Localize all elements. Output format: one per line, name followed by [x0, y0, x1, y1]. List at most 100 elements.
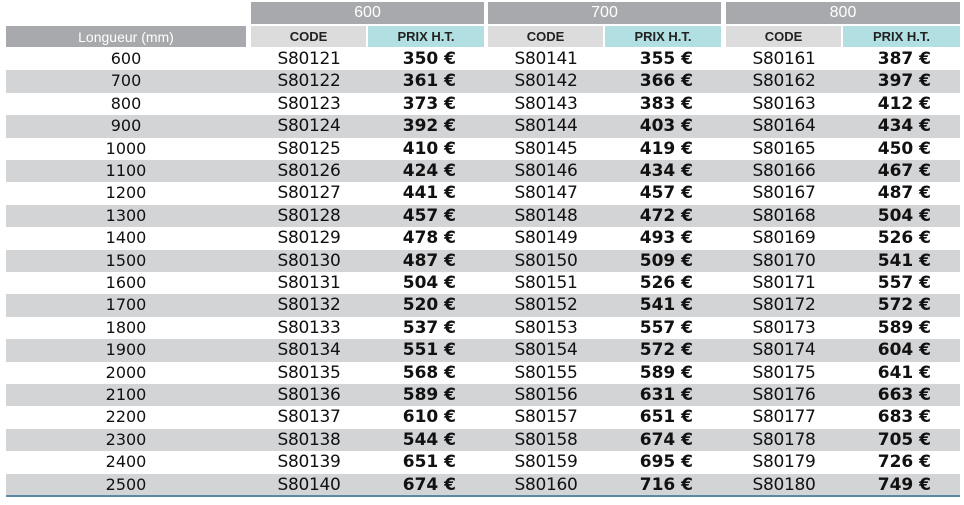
product-code: S80132 — [277, 295, 341, 316]
length-value: 1100 — [105, 161, 147, 180]
product-code: S80165 — [752, 138, 816, 159]
price-value: 541 € — [877, 250, 931, 271]
price-value: 541 € — [639, 295, 693, 316]
product-code: S80176 — [752, 385, 816, 405]
product-code: S80145 — [514, 138, 578, 159]
table-row: 1300 S80128 457 € S80148 472 € S80168 504 € — [6, 204, 960, 228]
table-row: 2500 S80140 674 € S80160 716 € S80180 749 € — [6, 473, 960, 496]
price-value: 651 € — [402, 452, 456, 473]
price-value: 487 € — [402, 250, 456, 271]
table-row: 700 S80122 361 € S80142 366 € S80162 397 € — [6, 70, 960, 93]
price-value: 478 € — [402, 228, 456, 249]
table-row: 2000 S80135 568 € S80155 589 € S80175 641 € — [6, 362, 960, 384]
table-row: 1100 S80126 424 € S80146 434 € S80166 467 € — [6, 160, 960, 183]
product-code: S80139 — [277, 452, 341, 473]
product-code: S80160 — [514, 474, 578, 495]
product-code: S80177 — [752, 407, 816, 428]
price-value: 526 € — [877, 228, 931, 249]
product-code: S80179 — [752, 452, 816, 473]
price-value: 434 € — [639, 161, 693, 181]
price-column-header: PRIX H.T. — [843, 26, 960, 47]
price-value: 457 € — [639, 183, 693, 204]
length-column-header: Longueur (mm) — [6, 26, 246, 47]
product-code: S80163 — [752, 93, 816, 114]
product-code: S80136 — [277, 385, 341, 405]
product-code: S80153 — [514, 317, 578, 338]
product-code: S80131 — [277, 273, 341, 293]
price-value: 361 € — [402, 71, 456, 92]
price-value: 520 € — [402, 295, 456, 316]
product-code: S80128 — [277, 205, 341, 226]
length-value: 900 — [110, 116, 142, 136]
price-value: 674 € — [639, 429, 693, 450]
price-value: 589 € — [402, 385, 456, 405]
product-code: S80149 — [514, 228, 578, 249]
length-value: 1200 — [105, 183, 147, 203]
length-value: 2000 — [105, 362, 147, 382]
table-row: 1700 S80132 520 € S80152 541 € S80172 572 € — [6, 294, 960, 317]
product-code: S80124 — [277, 116, 341, 137]
table-row: 2200 S80137 610 € S80157 651 € S80177 683 € — [6, 406, 960, 428]
price-value: 544 € — [402, 429, 456, 450]
price-value: 472 € — [639, 205, 693, 226]
product-code: S80137 — [277, 407, 341, 428]
product-code: S80166 — [752, 161, 816, 181]
product-code: S80170 — [752, 250, 816, 271]
price-value: 557 € — [877, 273, 931, 293]
price-value: 504 € — [402, 273, 456, 293]
product-code: S80144 — [514, 116, 578, 137]
table-row: 2400 S80139 651 € S80159 695 € S80179 726 € — [6, 451, 960, 473]
price-value: 392 € — [402, 116, 456, 137]
length-value: 2400 — [105, 452, 147, 472]
product-code: S80129 — [277, 228, 341, 249]
price-value: 604 € — [877, 340, 931, 361]
product-code: S80140 — [277, 474, 341, 495]
product-code: S80147 — [514, 183, 578, 204]
product-code: S80142 — [514, 71, 578, 92]
product-code: S80141 — [514, 49, 578, 69]
group-header-600: 600 — [251, 2, 484, 24]
price-value: 350 € — [402, 49, 456, 69]
product-code: S80133 — [277, 317, 341, 338]
price-value: 610 € — [402, 407, 456, 428]
length-value: 2300 — [105, 429, 147, 449]
product-code: S80126 — [277, 161, 341, 181]
product-code: S80169 — [752, 228, 816, 249]
price-value: 366 € — [639, 71, 693, 92]
price-value: 674 € — [402, 474, 456, 495]
product-code: S80151 — [514, 273, 578, 293]
price-value: 373 € — [402, 93, 456, 114]
product-code: S80125 — [277, 138, 341, 159]
product-code: S80159 — [514, 452, 578, 473]
length-value: 600 — [110, 49, 142, 68]
table-row: 1800 S80133 537 € S80153 557 € S80173 589 € — [6, 317, 960, 339]
price-column-header: PRIX H.T. — [605, 26, 721, 47]
table-row: 1400 S80129 478 € S80149 493 € S80169 526 € — [6, 227, 960, 249]
length-value: 800 — [110, 93, 142, 113]
product-code: S80180 — [752, 474, 816, 495]
price-value: 572 € — [877, 295, 931, 316]
product-code: S80167 — [752, 183, 816, 204]
price-value: 410 € — [402, 138, 456, 159]
code-column-header: CODE — [251, 26, 366, 47]
table-row: 1000 S80125 410 € S80145 419 € S80165 450 € — [6, 138, 960, 160]
table-bottom-rule — [6, 495, 960, 497]
price-value: 441 € — [402, 183, 456, 204]
product-code: S80156 — [514, 385, 578, 405]
product-code: S80175 — [752, 362, 816, 383]
price-value: 434 € — [877, 116, 931, 137]
length-value: 1700 — [105, 295, 147, 315]
price-value: 651 € — [639, 407, 693, 428]
product-code: S80172 — [752, 295, 816, 316]
length-value: 1300 — [105, 205, 147, 225]
price-value: 726 € — [877, 452, 931, 473]
product-code: S80138 — [277, 429, 341, 450]
product-code: S80171 — [752, 273, 816, 293]
length-value: 1600 — [105, 273, 147, 292]
price-value: 387 € — [877, 49, 931, 69]
table-row: 1500 S80130 487 € S80150 509 € S80170 541 € — [6, 249, 960, 272]
price-value: 572 € — [639, 340, 693, 361]
product-code: S80168 — [752, 205, 816, 226]
table-row: 1600 S80131 504 € S80151 526 € S80171 557 € — [6, 272, 960, 294]
price-value: 383 € — [639, 93, 693, 114]
